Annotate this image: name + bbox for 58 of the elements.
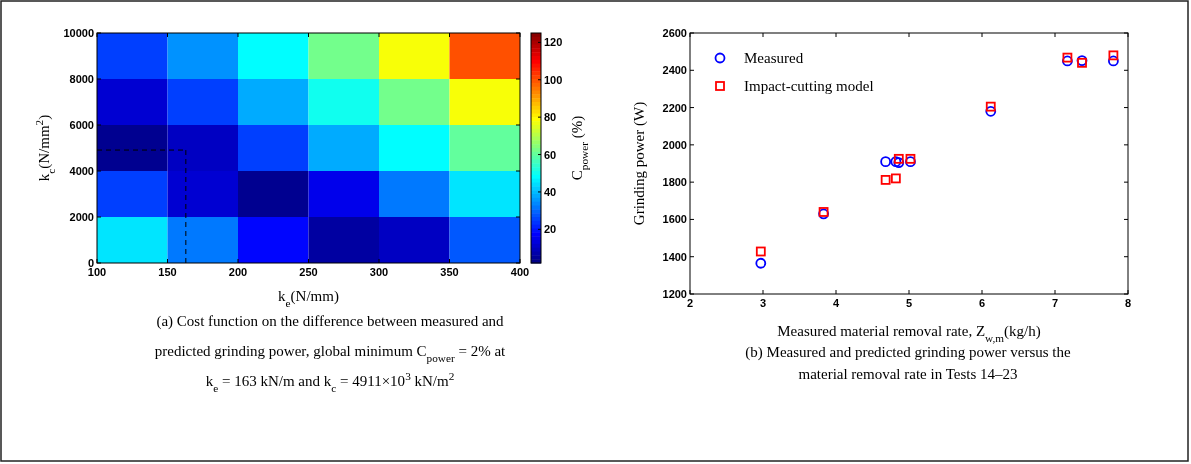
point	[985, 105, 997, 117]
legend-label: Impact-cutting model	[744, 78, 874, 94]
x-tick-label: 100	[87, 266, 107, 278]
x-tick-label: 7	[1051, 297, 1059, 309]
y-tick-label: 2200	[662, 101, 687, 114]
x-tick-label: 200	[228, 266, 248, 278]
y-tick-label: 2400	[662, 64, 687, 77]
color-bar-label: 100	[544, 73, 563, 86]
text: predicted grinding power, global minimum C$_{power}$ = 2% at	[154, 343, 507, 364]
point	[1062, 52, 1073, 63]
color-bar-label: 120	[544, 36, 563, 49]
color-bar-label: 20	[544, 223, 557, 236]
x-tick-label: 150	[158, 266, 177, 278]
point	[880, 175, 891, 185]
point	[905, 153, 916, 164]
point	[890, 173, 901, 184]
point	[755, 257, 767, 269]
y-tick-label: 2000	[662, 138, 687, 151]
y-tick-label: 1800	[662, 176, 687, 189]
y-tick-label: 6000	[69, 119, 94, 131]
y-tick-label: 0	[87, 257, 94, 269]
x-tick-label: 6	[978, 297, 986, 309]
color-bar-label: 60	[544, 148, 557, 161]
point	[755, 246, 766, 257]
text: material removal rate in Tests 14–23	[798, 366, 1018, 382]
x-tick-label: 300	[369, 266, 389, 278]
x-tick-label: 2	[686, 297, 694, 309]
x-tick-label: 250	[299, 266, 318, 278]
point	[985, 101, 996, 112]
x-tick-label: 400	[510, 266, 530, 278]
point	[1108, 50, 1119, 61]
text: (b) Measured and predicted grinding power versus the	[745, 344, 1071, 361]
x-tick-label: 350	[440, 266, 459, 278]
y-tick-label: 1400	[662, 250, 687, 263]
text: k$_{e}$ = 163 kN/m and k$_{c}$ = 4911×10$^{3}$ kN/m$^{2}$	[205, 370, 455, 394]
color-bar-label: 40	[544, 185, 557, 198]
x-axis-title: Measured material removal rate, Z$_{w,m}$(kg/h)	[777, 323, 1041, 344]
x-tick-label: 4	[832, 297, 840, 309]
y-axis-title: Grinding power (W)	[631, 101, 648, 226]
y-tick-label: 10000	[63, 27, 94, 39]
y-tick-label: 1600	[662, 213, 687, 226]
point	[880, 156, 892, 168]
y-tick-label: 2600	[662, 27, 687, 39]
x-axis-title: k$_{e}$(N/mm)	[278, 288, 339, 309]
x-tick-label: 8	[1124, 297, 1132, 309]
point	[893, 153, 904, 164]
point	[1062, 55, 1073, 67]
legend-label: Measured	[744, 50, 804, 66]
y-tick-label: 1200	[662, 288, 687, 300]
y-tick-label: 2000	[69, 211, 94, 223]
point	[1108, 55, 1119, 67]
text: (a) Cost function on the difference between measured and	[156, 313, 505, 330]
y-tick-label: 8000	[69, 73, 94, 85]
x-tick-label: 3	[759, 297, 767, 309]
point	[905, 156, 916, 168]
y-tick-label: 4000	[69, 165, 94, 177]
x-tick-label: 5	[905, 297, 913, 309]
color-bar-label: 80	[544, 111, 557, 124]
